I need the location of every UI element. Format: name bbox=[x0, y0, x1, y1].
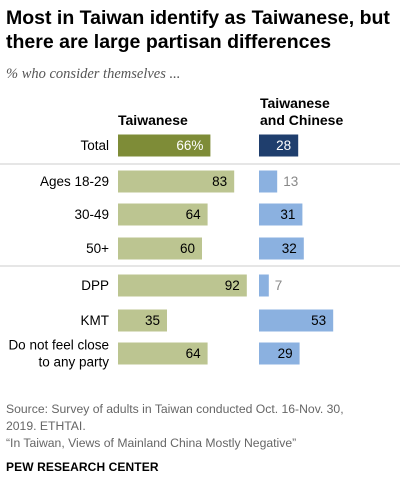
taiwanese-and-chinese-value-label: 53 bbox=[311, 313, 326, 328]
category-label: Do not feel close bbox=[8, 338, 109, 353]
taiwanese-and-chinese-bar bbox=[259, 342, 300, 365]
source-line-3: “In Taiwan, Views of Mainland China Most… bbox=[6, 436, 297, 450]
taiwanese-and-chinese-value-label: 7 bbox=[275, 278, 283, 293]
taiwanese-value-label: 66% bbox=[176, 138, 203, 153]
taiwanese-value-label: 64 bbox=[186, 346, 202, 361]
chart-subtitle: % who consider themselves ... bbox=[6, 66, 181, 82]
taiwanese-and-chinese-bar bbox=[259, 274, 269, 297]
source-note: Source: Survey of adults in Taiwan condu… bbox=[6, 401, 398, 452]
category-label: Ages 18-29 bbox=[40, 174, 109, 189]
taiwanese-and-chinese-value-label: 29 bbox=[278, 346, 293, 361]
identity-bar-chart: Total 66% 28 Ages 18-29 83 13 30-49 64 31 50+ 60 32… bbox=[0, 134, 400, 370]
taiwanese-and-chinese-bar bbox=[259, 170, 278, 193]
taiwanese-and-chinese-value-label: 13 bbox=[283, 174, 298, 189]
taiwanese-value-label: 83 bbox=[212, 174, 227, 189]
category-label: 50+ bbox=[86, 241, 109, 256]
taiwanese-and-chinese-bar bbox=[259, 309, 334, 332]
category-label: to any party bbox=[38, 355, 109, 370]
taiwanese-and-chinese-bar bbox=[259, 203, 303, 226]
taiwanese-value-label: 64 bbox=[186, 207, 202, 222]
category-label: Total bbox=[80, 138, 109, 153]
source-line-2: 2019. ETHTAI. bbox=[6, 419, 86, 433]
taiwanese-bar bbox=[118, 170, 235, 193]
taiwanese-value-label: 92 bbox=[225, 278, 240, 293]
taiwanese-bar bbox=[118, 309, 167, 332]
taiwanese-bar bbox=[118, 274, 247, 297]
taiwanese-value-label: 35 bbox=[145, 313, 160, 328]
series-header-both-line-1: Taiwanese bbox=[260, 95, 330, 111]
series-header-taiwanese-and-chinese: Taiwanese and Chinese bbox=[260, 95, 343, 129]
taiwanese-value-label: 60 bbox=[180, 241, 195, 256]
pew-research-center-logo: PEW RESEARCH CENTER bbox=[6, 460, 159, 474]
source-line-1: Source: Survey of adults in Taiwan condu… bbox=[6, 402, 344, 416]
category-label: 30-49 bbox=[74, 207, 109, 222]
chart-title: Most in Taiwan identify as Taiwanese, bu… bbox=[6, 7, 390, 53]
series-header-taiwanese-line: Taiwanese bbox=[118, 112, 188, 128]
category-label: DPP bbox=[81, 278, 109, 293]
category-label: KMT bbox=[81, 313, 110, 328]
taiwanese-bar bbox=[118, 342, 208, 365]
taiwanese-and-chinese-value-label: 31 bbox=[280, 207, 295, 222]
series-header-both-line-2: and Chinese bbox=[260, 112, 344, 128]
taiwanese-and-chinese-bar bbox=[259, 134, 299, 157]
taiwanese-bar bbox=[118, 203, 208, 226]
taiwanese-and-chinese-value-label: 28 bbox=[276, 138, 291, 153]
series-header-taiwanese: Taiwanese bbox=[118, 112, 188, 129]
taiwanese-bar bbox=[118, 237, 202, 260]
taiwanese-and-chinese-bar bbox=[259, 237, 304, 260]
taiwanese-bar bbox=[118, 134, 211, 157]
taiwanese-and-chinese-value-label: 32 bbox=[282, 241, 297, 256]
